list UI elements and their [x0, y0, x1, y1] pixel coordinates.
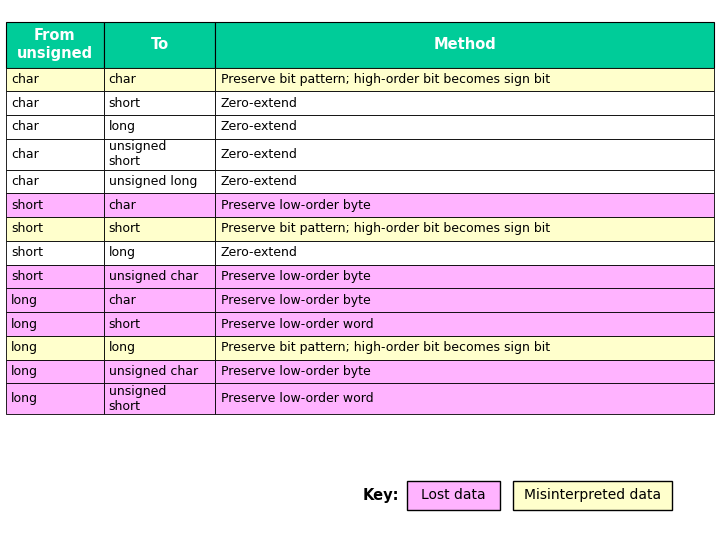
Text: char: char	[11, 147, 39, 161]
Text: Zero-extend: Zero-extend	[220, 120, 297, 133]
Text: long: long	[11, 318, 37, 330]
Bar	[6, 360, 104, 383]
Text: Lost data: Lost data	[421, 489, 486, 502]
Bar	[6, 241, 104, 265]
Text: char: char	[109, 294, 136, 307]
Bar	[6, 68, 104, 91]
Bar	[6, 22, 104, 68]
Bar	[104, 68, 215, 91]
Bar	[215, 217, 714, 241]
Bar	[215, 288, 714, 312]
Text: long: long	[109, 246, 135, 259]
Text: Zero-extend: Zero-extend	[220, 175, 297, 188]
Text: Zero-extend: Zero-extend	[220, 97, 297, 110]
Bar	[6, 115, 104, 139]
Text: Preserve bit pattern; high-order bit becomes sign bit: Preserve bit pattern; high-order bit bec…	[220, 73, 549, 86]
Bar	[215, 312, 714, 336]
Text: char: char	[11, 73, 39, 86]
Text: Method: Method	[433, 37, 496, 52]
Text: char: char	[11, 97, 39, 110]
Text: Preserve bit pattern; high-order bit becomes sign bit: Preserve bit pattern; high-order bit bec…	[220, 222, 549, 235]
Text: short: short	[109, 222, 140, 235]
Text: Preserve low-order byte: Preserve low-order byte	[220, 270, 370, 283]
Bar	[104, 115, 215, 139]
Bar	[104, 241, 215, 265]
Bar	[104, 336, 215, 360]
Text: Preserve low-order byte: Preserve low-order byte	[220, 365, 370, 378]
Bar	[6, 336, 104, 360]
Bar	[513, 481, 672, 510]
Bar	[215, 115, 714, 139]
Text: Preserve low-order byte: Preserve low-order byte	[220, 294, 370, 307]
Text: Preserve bit pattern; high-order bit becomes sign bit: Preserve bit pattern; high-order bit bec…	[220, 341, 549, 354]
Text: To: To	[150, 37, 168, 52]
Bar	[104, 383, 215, 414]
Bar	[104, 288, 215, 312]
Bar	[215, 68, 714, 91]
Text: short: short	[11, 222, 42, 235]
Bar	[407, 481, 500, 510]
Bar	[215, 383, 714, 414]
Text: Preserve low-order word: Preserve low-order word	[220, 318, 373, 330]
Bar	[104, 265, 215, 288]
Bar	[6, 217, 104, 241]
Bar	[215, 193, 714, 217]
Bar	[215, 265, 714, 288]
Bar	[6, 312, 104, 336]
Text: long: long	[109, 120, 135, 133]
Bar	[104, 139, 215, 170]
Bar	[104, 312, 215, 336]
Bar	[104, 170, 215, 193]
Text: Preserve low-order word: Preserve low-order word	[220, 392, 373, 406]
Text: char: char	[109, 199, 136, 212]
Text: long: long	[11, 294, 37, 307]
Text: short: short	[11, 270, 42, 283]
Text: long: long	[11, 341, 37, 354]
Bar	[215, 139, 714, 170]
Bar	[215, 22, 714, 68]
Bar	[6, 383, 104, 414]
Text: Misinterpreted data: Misinterpreted data	[524, 489, 661, 502]
Text: char: char	[11, 120, 39, 133]
Text: unsigned
short: unsigned short	[109, 140, 166, 168]
Bar	[104, 22, 215, 68]
Text: Preserve low-order byte: Preserve low-order byte	[220, 199, 370, 212]
Text: short: short	[109, 97, 140, 110]
Bar	[6, 170, 104, 193]
Bar	[215, 336, 714, 360]
Text: unsigned long: unsigned long	[109, 175, 197, 188]
Text: Zero-extend: Zero-extend	[220, 147, 297, 161]
Bar	[215, 241, 714, 265]
Text: Zero-extend: Zero-extend	[220, 246, 297, 259]
Bar	[104, 91, 215, 115]
Text: char: char	[11, 175, 39, 188]
Text: long: long	[11, 392, 37, 406]
Text: unsigned char: unsigned char	[109, 365, 198, 378]
Bar	[104, 217, 215, 241]
Bar	[6, 288, 104, 312]
Bar	[6, 193, 104, 217]
Bar	[215, 360, 714, 383]
Bar	[6, 91, 104, 115]
Text: short: short	[11, 199, 42, 212]
Bar	[6, 265, 104, 288]
Text: Key:: Key:	[363, 488, 400, 503]
Text: long: long	[11, 365, 37, 378]
Text: From
unsigned: From unsigned	[17, 28, 93, 60]
Text: short: short	[109, 318, 140, 330]
Text: long: long	[109, 341, 135, 354]
Text: short: short	[11, 246, 42, 259]
Bar	[215, 170, 714, 193]
Bar	[104, 193, 215, 217]
Bar	[215, 91, 714, 115]
Bar	[104, 360, 215, 383]
Text: char: char	[109, 73, 136, 86]
Text: unsigned char: unsigned char	[109, 270, 198, 283]
Text: unsigned
short: unsigned short	[109, 385, 166, 413]
Bar	[6, 139, 104, 170]
